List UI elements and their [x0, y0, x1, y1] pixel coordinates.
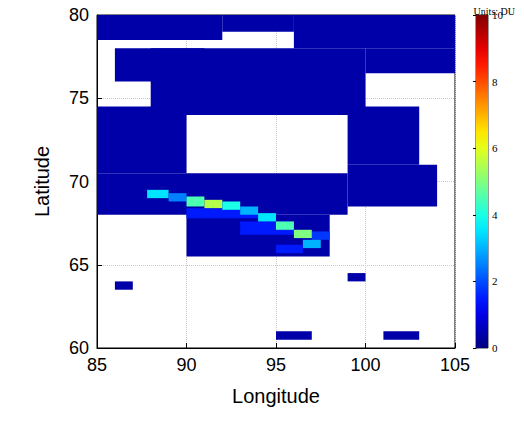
svg-text:Units: DU: Units: DU [474, 6, 516, 17]
svg-text:65: 65 [69, 255, 89, 275]
svg-text:0: 0 [492, 342, 498, 354]
svg-text:75: 75 [69, 88, 89, 108]
svg-text:70: 70 [69, 172, 89, 192]
svg-text:80: 80 [69, 5, 89, 25]
svg-text:90: 90 [176, 355, 196, 375]
svg-text:95: 95 [266, 355, 286, 375]
svg-text:8: 8 [492, 76, 498, 88]
svg-text:100: 100 [350, 355, 380, 375]
svg-text:60: 60 [69, 338, 89, 358]
svg-text:4: 4 [492, 209, 498, 221]
svg-text:Longitude: Longitude [232, 385, 320, 407]
svg-text:85: 85 [87, 355, 107, 375]
svg-text:Latitude: Latitude [31, 146, 53, 217]
svg-text:6: 6 [492, 142, 498, 154]
svg-text:105: 105 [440, 355, 470, 375]
svg-text:2: 2 [492, 275, 498, 287]
